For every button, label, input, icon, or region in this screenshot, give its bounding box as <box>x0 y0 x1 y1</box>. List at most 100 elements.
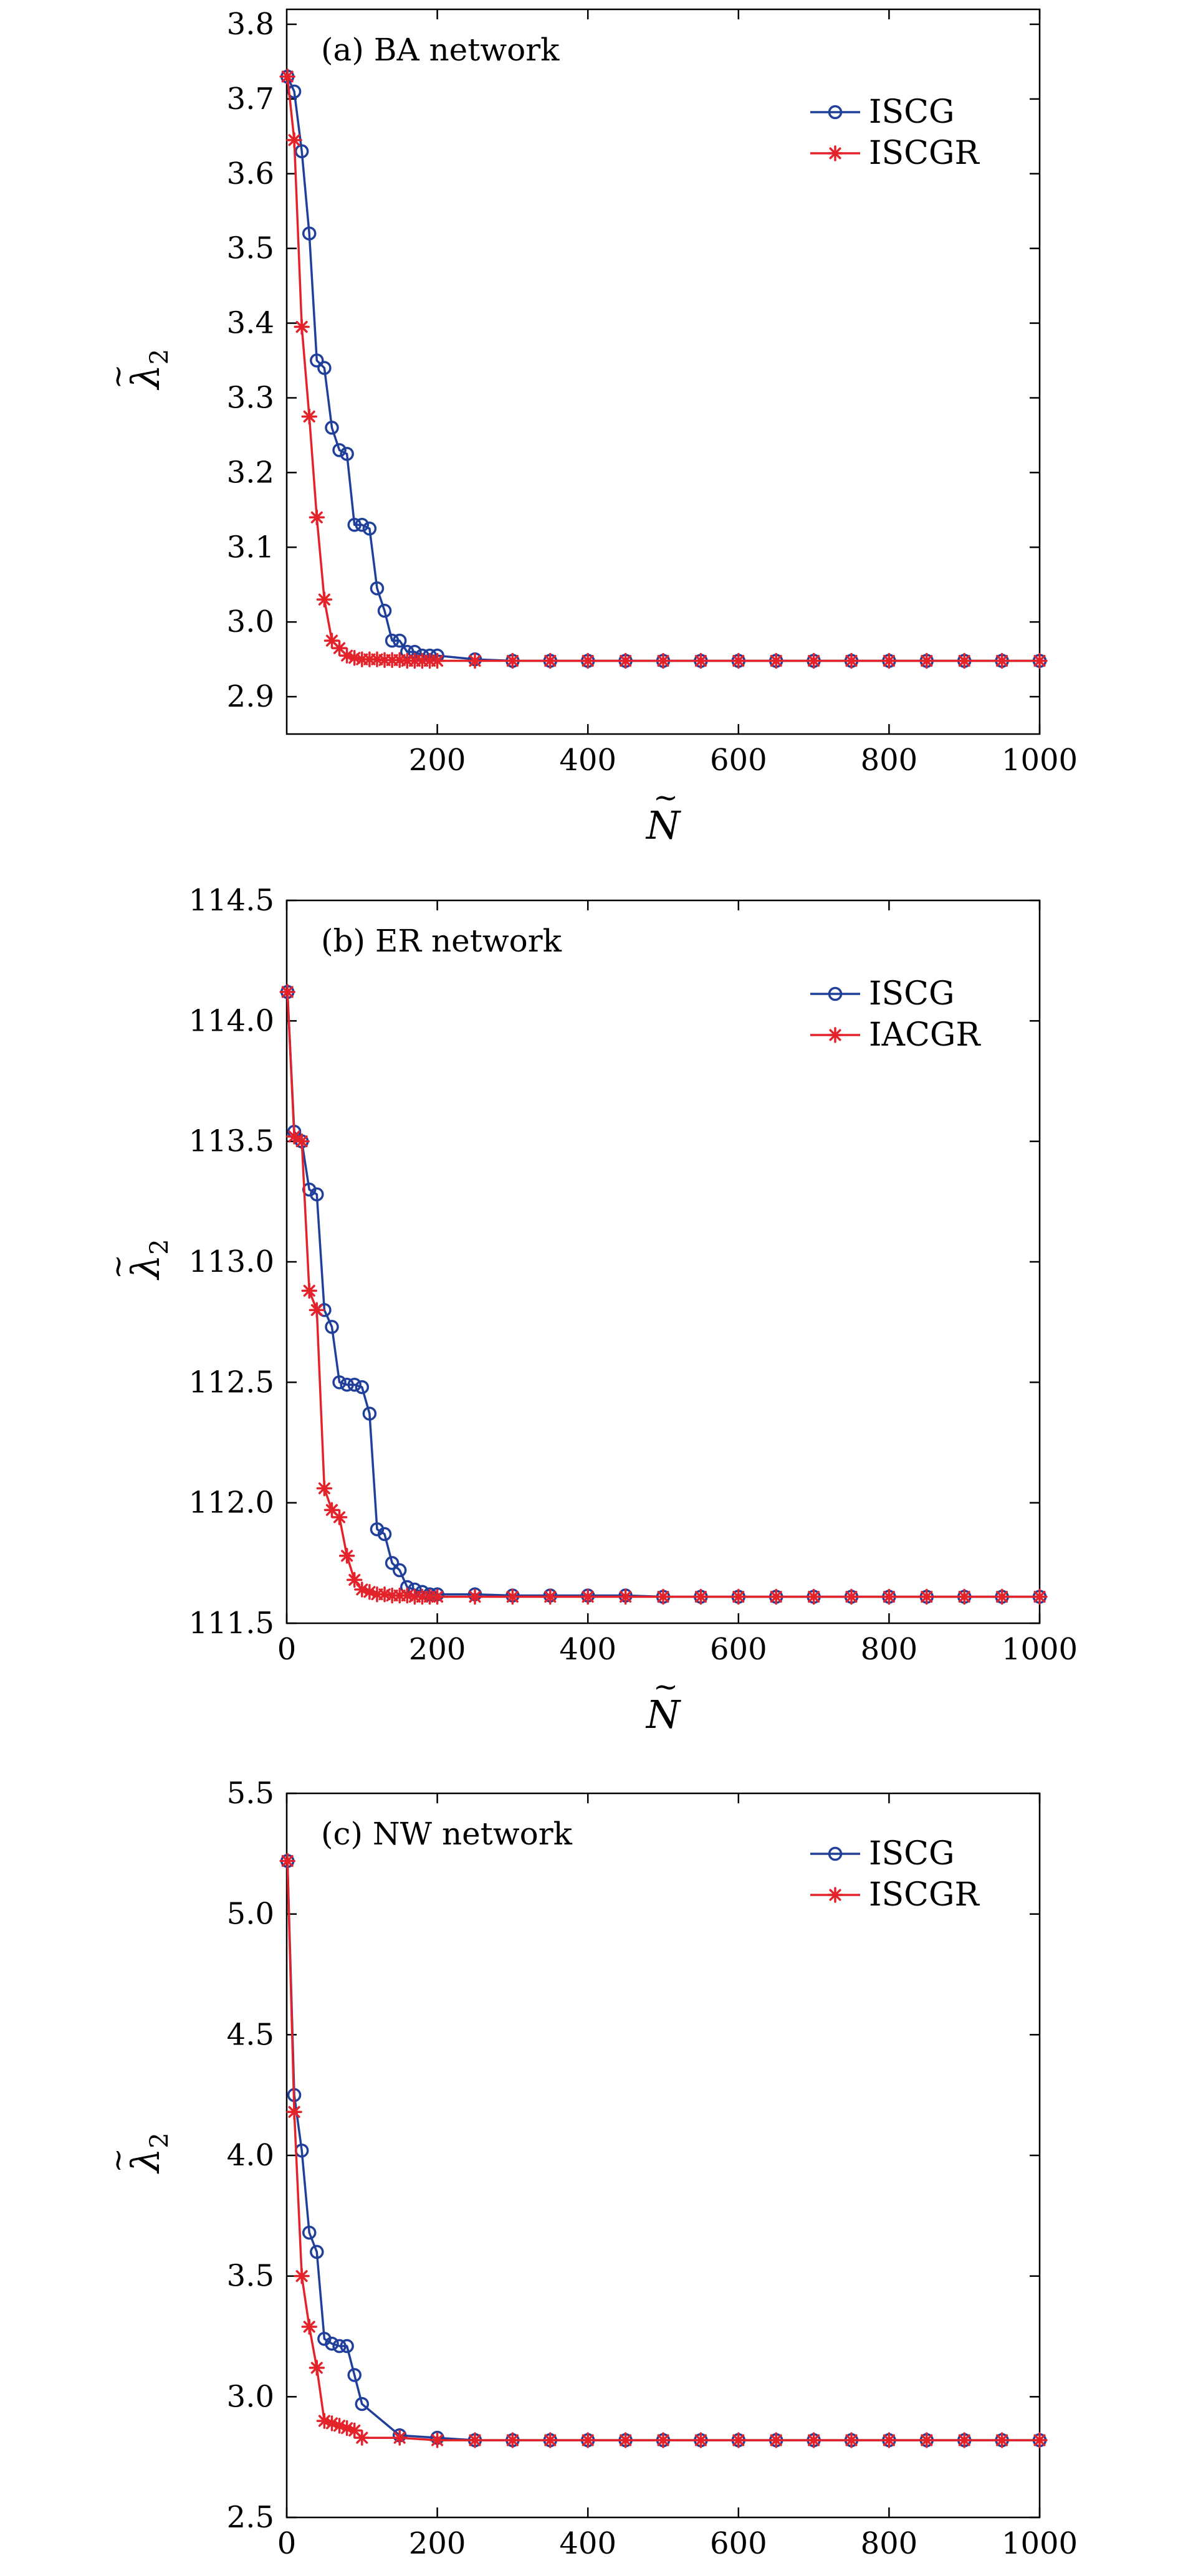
x-tick-label: 200 <box>409 1632 466 1667</box>
data-point <box>655 2432 671 2448</box>
data-point <box>309 1302 325 1319</box>
y-tick-label: 3.0 <box>227 2379 274 2414</box>
data-point <box>919 2432 935 2448</box>
y-axis-label-accent: ~ <box>100 1254 135 1279</box>
data-point <box>354 2430 370 2446</box>
x-tick-label: 400 <box>559 743 616 778</box>
legend-marker <box>827 1027 843 1043</box>
data-point <box>340 2339 354 2354</box>
data-point <box>1032 652 1048 669</box>
x-axis-label: ~N <box>645 780 682 848</box>
data-point <box>617 652 634 669</box>
data-point <box>805 1588 822 1605</box>
x-tick-label: 1000 <box>1002 743 1078 778</box>
data-point <box>919 1588 935 1605</box>
legend-item-iscgr: ISCGR <box>810 1876 980 1914</box>
data-point <box>286 132 302 148</box>
x-axis-label-text: N <box>645 1692 682 1737</box>
data-point <box>994 2432 1010 2448</box>
x-tick-label: 600 <box>710 2526 767 2561</box>
x-tick-label: 800 <box>861 743 918 778</box>
series-iscg <box>280 1854 1047 2448</box>
data-point <box>316 591 333 608</box>
y-tick-label: 3.2 <box>227 455 274 490</box>
data-point <box>429 652 446 669</box>
data-point <box>377 603 392 618</box>
data-point <box>542 1588 558 1605</box>
y-tick-label: 3.7 <box>227 82 274 117</box>
data-point <box>294 2268 310 2284</box>
panel-label: (a) BA network <box>321 32 560 68</box>
plot-area-frame <box>285 8 1041 735</box>
series-iscgr <box>279 1853 1048 2448</box>
x-axis-label-accent: ~ <box>653 1669 678 1704</box>
data-point <box>580 1588 596 1605</box>
data-point <box>302 226 317 241</box>
data-point <box>881 1588 898 1605</box>
data-point <box>346 1572 363 1588</box>
legend-item-iscg: ISCG <box>810 93 955 131</box>
data-point <box>347 518 362 532</box>
y-tick-label: 3.5 <box>227 231 274 266</box>
x-tick-label: 200 <box>409 743 466 778</box>
data-point <box>692 652 709 669</box>
y-axis-label-subscript: 2 <box>145 1239 174 1254</box>
data-point <box>843 1588 860 1605</box>
legend-label: ISCG <box>869 975 955 1013</box>
legend-label: ISCG <box>869 1835 955 1872</box>
x-tick-label: 1000 <box>1002 2526 1078 2561</box>
data-point <box>1032 1588 1048 1605</box>
series-line-iscgr <box>286 1861 1040 2441</box>
data-point <box>316 1480 333 1497</box>
y-axis-label: ~λ2 <box>100 1239 174 1281</box>
data-point <box>310 1187 324 1201</box>
y-axis-label-text: λ <box>123 1254 168 1281</box>
data-point <box>1032 2432 1048 2448</box>
data-point <box>542 652 558 669</box>
data-point <box>310 353 324 368</box>
y-tick-label: 5.5 <box>227 1776 274 1811</box>
data-point <box>994 1588 1010 1605</box>
y-axis-label-accent: ~ <box>100 364 135 389</box>
data-point <box>956 1588 972 1605</box>
data-point <box>504 2432 521 2448</box>
data-point <box>392 1563 407 1578</box>
data-point <box>331 1509 348 1525</box>
data-point <box>429 2432 446 2448</box>
data-point <box>504 652 521 669</box>
data-point <box>881 2432 898 2448</box>
legend: ISCG ISCGR <box>810 1835 980 1914</box>
panel-label: (b) ER network <box>321 923 562 959</box>
legend-item-iscg: ISCG <box>810 1835 955 1872</box>
series-iacgr <box>279 984 1048 1605</box>
chart-panel-3: 0 200 400 600 800 1000 2.5 3.0 3.5 4.0 4.5 5.0 5.5 (c… <box>100 1776 1078 2576</box>
data-point <box>325 1320 339 1334</box>
data-point <box>355 518 370 532</box>
x-axis-label: ~N <box>645 1669 682 1737</box>
legend-item-iscg: ISCG <box>810 975 955 1013</box>
legend-label: ISCGR <box>869 1876 980 1914</box>
data-point <box>655 652 671 669</box>
data-point <box>994 652 1010 669</box>
data-point <box>655 1588 671 1605</box>
data-point <box>302 2225 317 2240</box>
x-tick-label: 800 <box>861 1632 918 1667</box>
data-point <box>843 2432 860 2448</box>
data-point <box>301 408 317 425</box>
legend-label: ISCGR <box>869 135 980 172</box>
data-point <box>467 652 483 669</box>
data-point <box>332 443 347 457</box>
data-point <box>362 522 377 536</box>
data-point <box>332 2339 347 2354</box>
y-tick-label: 3.4 <box>227 306 274 341</box>
x-axis-label-accent: ~ <box>653 780 678 815</box>
y-tick-label: 114.0 <box>189 1003 274 1038</box>
data-point <box>286 2104 302 2120</box>
x-tick-label: 400 <box>559 1632 616 1667</box>
legend-marker <box>828 986 843 1001</box>
data-point <box>580 2432 596 2448</box>
y-tick-label: 113.0 <box>189 1244 274 1279</box>
data-point <box>310 2244 324 2259</box>
data-point <box>956 652 972 669</box>
data-point <box>332 1375 347 1390</box>
